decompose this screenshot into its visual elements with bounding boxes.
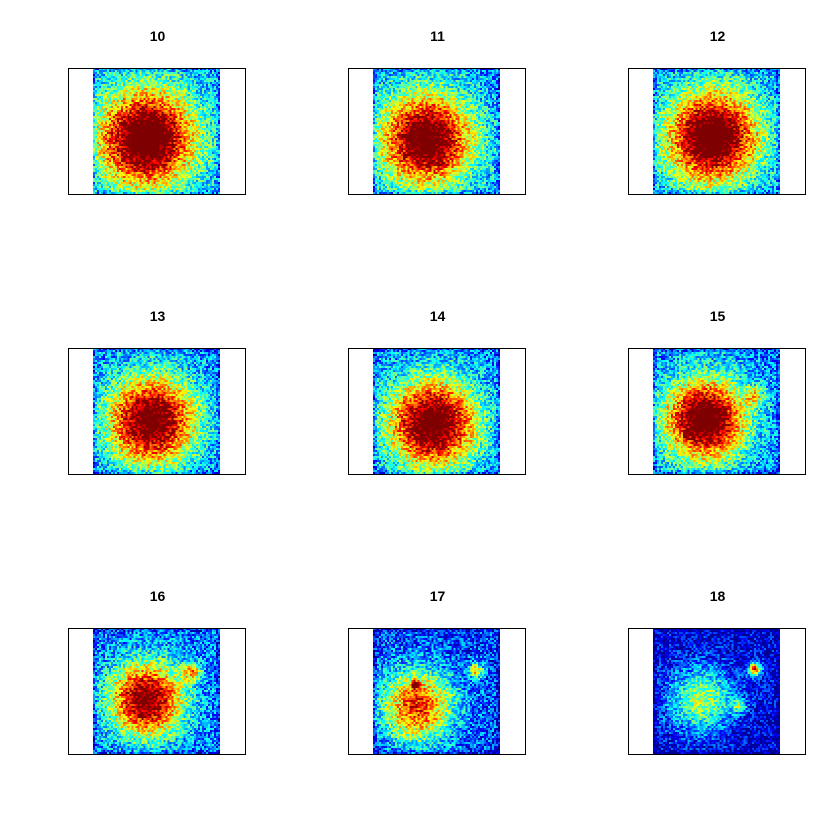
panel-title: 14 xyxy=(430,308,446,324)
heatmap-image xyxy=(653,348,780,474)
heatmap-image xyxy=(653,628,780,754)
heatmap-panel-10: 10 xyxy=(68,28,246,195)
heatmap-image xyxy=(653,68,780,194)
heatmap-panel-14: 14 xyxy=(348,308,526,475)
heatmap-image xyxy=(373,348,500,474)
panel-title: 18 xyxy=(710,588,726,604)
plot-frame xyxy=(68,628,246,755)
plot-frame xyxy=(628,68,806,195)
plot-frame xyxy=(348,68,526,195)
heatmap-panel-18: 18 xyxy=(628,588,806,755)
panel-title: 15 xyxy=(710,308,726,324)
panel-title: 16 xyxy=(150,588,166,604)
panel-title: 17 xyxy=(430,588,446,604)
heatmap-panel-16: 16 xyxy=(68,588,246,755)
heatmap-panel-12: 12 xyxy=(628,28,806,195)
heatmap-image xyxy=(93,628,220,754)
heatmap-panel-15: 15 xyxy=(628,308,806,475)
panel-title: 13 xyxy=(150,308,166,324)
panel-title: 11 xyxy=(430,28,445,44)
plot-frame xyxy=(348,628,526,755)
heatmap-image xyxy=(93,348,220,474)
heatmap-image xyxy=(373,68,500,194)
heatmap-image xyxy=(93,68,220,194)
panel-title: 12 xyxy=(710,28,726,44)
heatmap-image xyxy=(373,628,500,754)
heatmap-panel-13: 13 xyxy=(68,308,246,475)
plot-frame xyxy=(348,348,526,475)
plot-frame xyxy=(628,348,806,475)
plot-frame xyxy=(628,628,806,755)
plot-frame xyxy=(68,68,246,195)
heatmap-panel-17: 17 xyxy=(348,588,526,755)
plot-frame xyxy=(68,348,246,475)
panel-title: 10 xyxy=(150,28,166,44)
heatmap-panel-11: 11 xyxy=(348,28,526,195)
